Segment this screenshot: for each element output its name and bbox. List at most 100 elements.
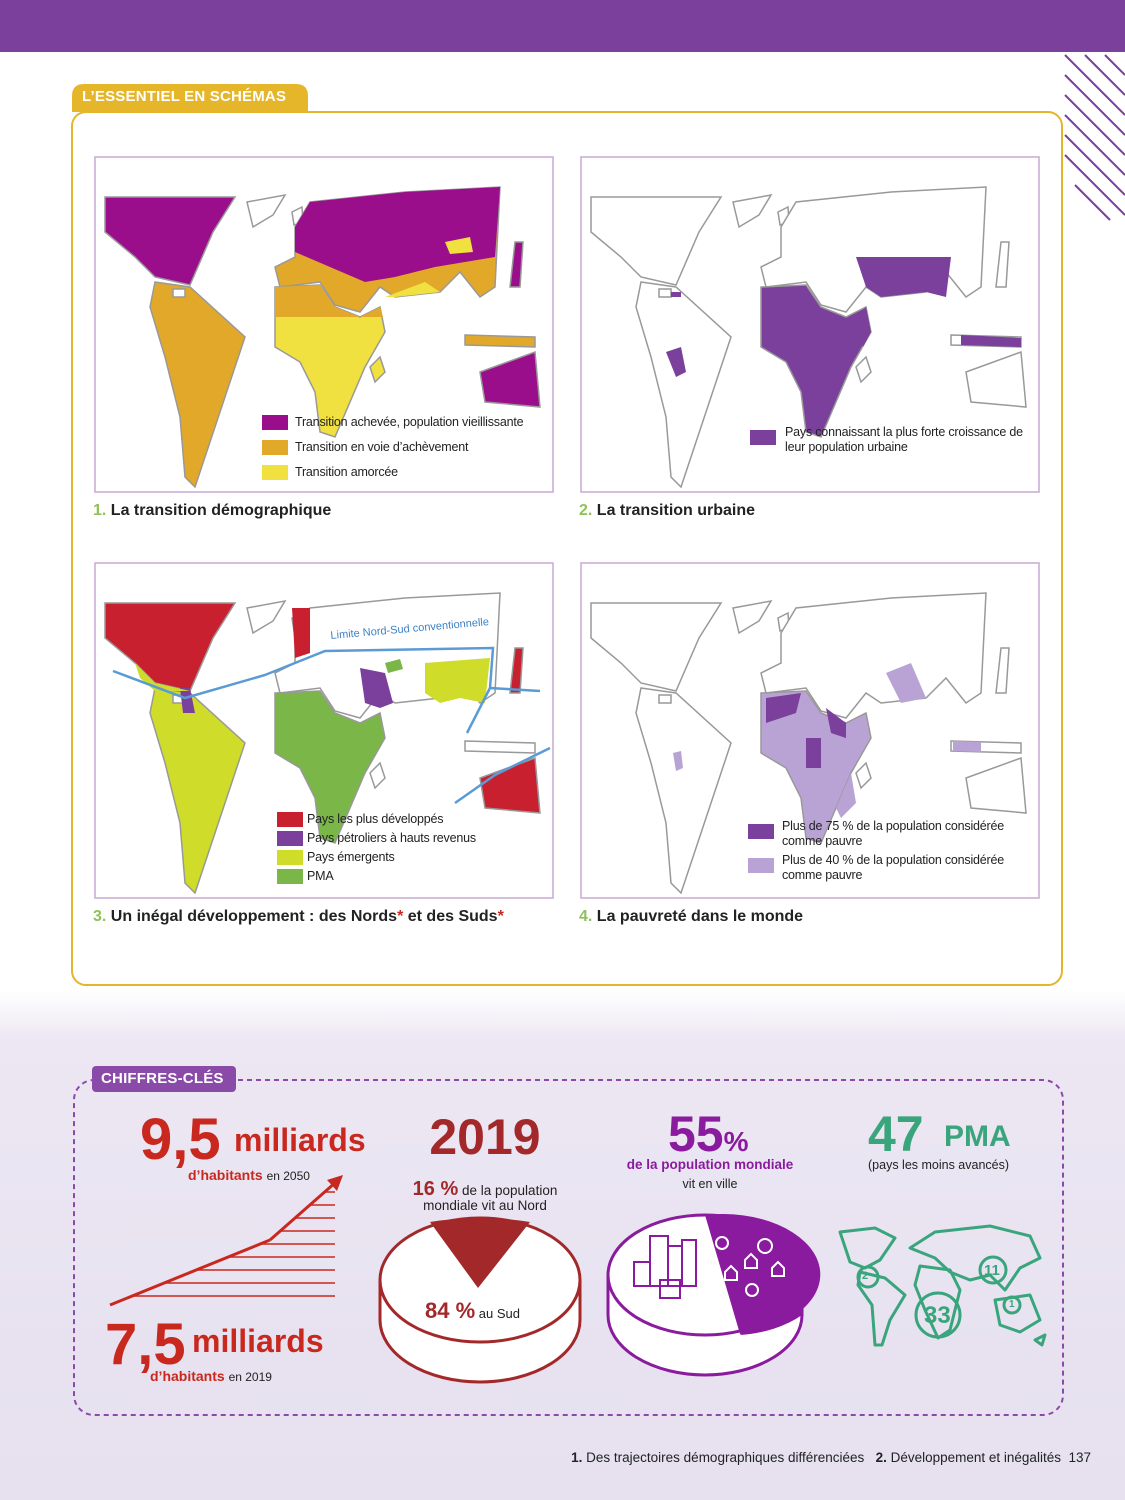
- land: [104, 196, 237, 286]
- land: [760, 592, 987, 719]
- urban-label: de la population mondiale: [626, 1157, 794, 1172]
- urban-pie: [606, 1213, 821, 1377]
- key-figures-frame: [73, 1079, 1064, 1416]
- map-caption: 4. La pauvreté dans le monde: [579, 908, 803, 926]
- legend-label: Pays les plus développés: [307, 812, 444, 826]
- region: [295, 187, 500, 282]
- land: [479, 350, 541, 408]
- figure-value: 47: [868, 1106, 924, 1162]
- land: [274, 690, 386, 844]
- north-south-line: [454, 746, 551, 805]
- figure-label: d’habitants en 2019: [150, 1368, 272, 1384]
- land: [464, 334, 536, 348]
- legend-swatch: [262, 465, 288, 480]
- map-caption: 2. La transition urbaine: [579, 502, 755, 520]
- region: [766, 693, 801, 723]
- figure-unit: milliards: [192, 1323, 324, 1359]
- caption-number: 2.: [579, 502, 593, 519]
- legend-label: Pays pétroliers à hauts revenus: [307, 831, 476, 845]
- figure-value: 9,5: [140, 1107, 221, 1172]
- region: [953, 741, 981, 752]
- land: [965, 756, 1027, 814]
- region: [856, 257, 951, 297]
- legend-swatch: [262, 415, 288, 430]
- world-map: [94, 562, 554, 899]
- land: [369, 761, 386, 790]
- north-text: 16 % de la population mondiale vit au No…: [395, 1179, 575, 1213]
- land: [965, 350, 1027, 408]
- map-caption: 1. La transition démographique: [93, 502, 331, 520]
- land: [149, 687, 246, 895]
- land: [658, 288, 672, 298]
- essentials-tag: L’ESSENTIEL EN SCHÉMAS: [82, 88, 287, 105]
- footer-number: 2.: [875, 1450, 887, 1465]
- ldc-count: 33: [924, 1302, 951, 1329]
- legend-swatch: [262, 440, 288, 455]
- figure-unit: PMA: [944, 1120, 1011, 1153]
- caption-number: 1.: [93, 502, 107, 519]
- region: [666, 347, 686, 377]
- world-map: [580, 156, 1040, 493]
- legend-label: Plus de 40 % de la population considérée…: [782, 853, 1005, 882]
- region: [886, 663, 926, 703]
- region: [275, 285, 383, 317]
- region: [826, 708, 846, 738]
- legend-swatch: [748, 858, 774, 873]
- land: [149, 281, 246, 489]
- region: [445, 237, 473, 254]
- region: [673, 751, 683, 771]
- figure-unit: milliards: [234, 1122, 366, 1158]
- north-label: de la population mondiale vit au Nord: [423, 1183, 558, 1213]
- north-south-pie: [378, 1216, 582, 1384]
- region: [856, 307, 871, 347]
- footer-number: 1.: [571, 1450, 583, 1465]
- footer-chapter: Des trajectoires démographiques différen…: [586, 1450, 865, 1465]
- north-value: 16 %: [412, 1178, 459, 1200]
- figure-label: (pays les moins avancés): [868, 1158, 1010, 1172]
- year: en 2050: [266, 1169, 310, 1183]
- region: [425, 658, 490, 703]
- region: [671, 292, 681, 297]
- north-south-line: [489, 686, 541, 693]
- unit: %: [723, 1126, 749, 1157]
- land: [855, 355, 872, 384]
- land: [464, 740, 536, 754]
- land: [732, 599, 773, 635]
- land: [369, 355, 386, 384]
- region: [360, 668, 393, 708]
- legend-label: Transition achevée, population vieilliss…: [295, 415, 524, 429]
- land: [635, 281, 732, 489]
- south-value: 84 %: [425, 1298, 476, 1323]
- key-figures-tag-bg: [92, 1066, 236, 1092]
- land: [246, 599, 287, 635]
- land: [995, 241, 1010, 288]
- footer-chapter: Développement et inégalités: [890, 1450, 1061, 1465]
- urban-label-end: vit en ville: [682, 1177, 738, 1191]
- south-label: au Sud: [478, 1306, 520, 1321]
- asterisk: *: [397, 908, 404, 925]
- caption-title: La transition urbaine: [596, 502, 756, 519]
- ldc-map: [838, 1224, 1047, 1347]
- growth-graphic: [109, 1175, 343, 1307]
- world-map: [580, 562, 1040, 899]
- label: d’habitants: [150, 1368, 225, 1384]
- land: [658, 694, 672, 704]
- maps: [94, 156, 1040, 899]
- legend-label: Pays émergents: [307, 850, 395, 864]
- asterisk: *: [497, 908, 504, 925]
- land: [760, 284, 872, 438]
- legend-label: Pays connaissant la plus forte croissanc…: [785, 425, 1023, 454]
- legend-label: Plus de 75 % de la population considérée…: [782, 819, 1005, 848]
- legend-label: Transition amorcée: [295, 465, 398, 479]
- stripes: [1064, 54, 1125, 221]
- region: [180, 688, 195, 713]
- caption-title: Un inégal développement : des Nords: [110, 908, 398, 925]
- legend-swatch: [748, 824, 774, 839]
- caption-title: La pauvreté dans le monde: [596, 908, 804, 925]
- figure-year: 2019: [429, 1109, 541, 1165]
- figure-value: 55%: [668, 1105, 749, 1163]
- land: [274, 284, 386, 438]
- legend-label: PMA: [307, 869, 334, 883]
